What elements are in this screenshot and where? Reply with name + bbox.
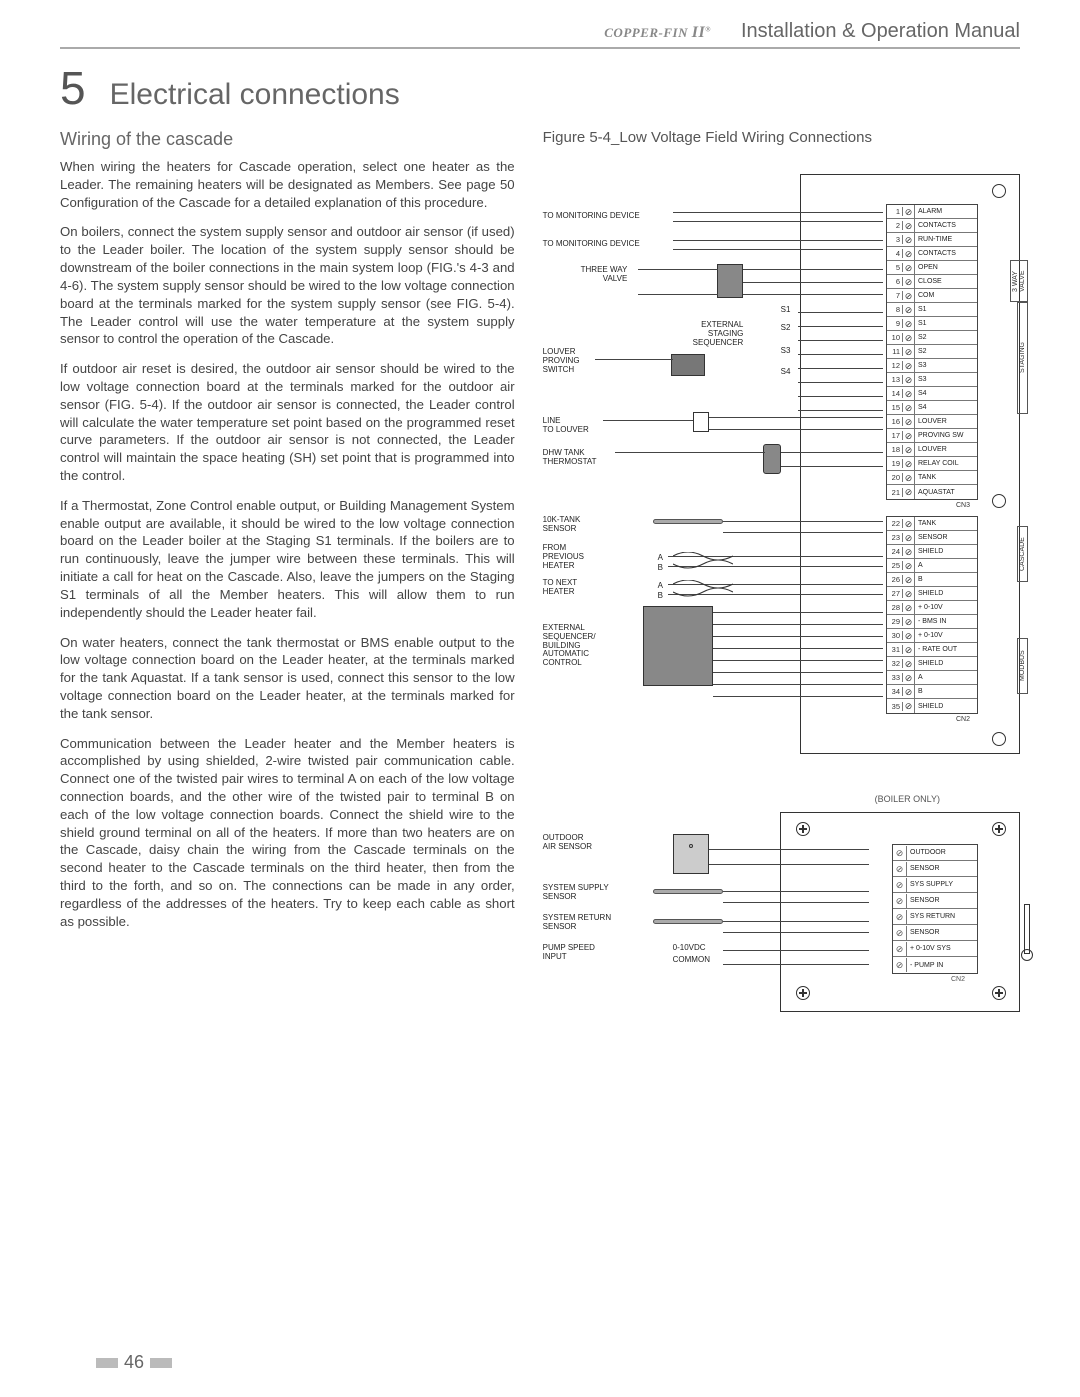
terminal-row: 29⊘- BMS IN [887,615,977,629]
boiler-only-label: (BOILER ONLY) [875,794,940,804]
terminal-group-label: STAGING [1017,302,1028,414]
diagram-label: FROMPREVIOUSHEATER [543,544,584,570]
terminal-row: ⊘SENSOR [893,861,977,877]
terminal-row: 16⊘LOUVER [887,415,977,429]
diagram-label: EXTERNALSTAGINGSEQUENCER [693,321,744,347]
diagram-label: SYSTEM RETURNSENSOR [543,914,611,932]
diagram-label: LINETO LOUVER [543,417,589,435]
diagram-label: LOUVERPROVINGSWITCH [543,348,580,374]
terminal-row: ⊘SYS SUPPLY [893,877,977,893]
terminal-row: 11⊘S2 [887,345,977,359]
cn3-label: CN3 [956,502,970,509]
terminal-row: 35⊘SHIELD [887,699,977,713]
diagram-label: SYSTEM SUPPLYSENSOR [543,884,609,902]
brand-suffix: II [692,24,705,41]
terminal-group-label: MODBUS [1017,638,1028,694]
diagram-label: OUTDOORAIR SENSOR [543,834,592,852]
terminal-row: 26⊘B [887,573,977,587]
terminal-row: ⊘SENSOR [893,893,977,909]
terminal-row: 30⊘+ 0-10V [887,629,977,643]
body-paragraph: When wiring the heaters for Cascade oper… [60,158,515,211]
terminal-group-label: 3 WAY VALVE [1010,260,1028,302]
diagram-label: EXTERNALSEQUENCER/BUILDINGAUTOMATICCONTR… [543,624,596,668]
chapter-title: Electrical connections [110,78,400,112]
diagram-label: 0-10VDC [673,944,706,953]
page-number: 46 [90,1352,178,1373]
body-paragraph: Communication between the Leader heater … [60,735,515,931]
subheading: Wiring of the cascade [60,129,515,150]
terminal-row: 27⊘SHIELD [887,587,977,601]
diagram-label: B [658,592,663,601]
manual-title: Installation & Operation Manual [741,20,1020,43]
terminal-row: ⊘SYS RETURN [893,909,977,925]
body-paragraph: If outdoor air reset is desired, the out… [60,360,515,485]
brand-prefix: COPPER-FIN [604,25,688,40]
wiring-diagram-lower: (BOILER ONLY) ⊘OUTDOOR⊘SENSOR⊘SYS SUPPLY… [543,794,1020,1034]
diagram-label: S2 [781,324,791,333]
diagram-label: TO NEXTHEATER [543,579,578,597]
diagram-label: S4 [781,368,791,377]
diagram-label: A [658,582,663,591]
body-paragraph: On water heaters, connect the tank therm… [60,634,515,723]
figure-caption: Figure 5-4_Low Voltage Field Wiring Conn… [543,129,1020,146]
terminal-row: 15⊘S4 [887,401,977,415]
terminal-row: 23⊘SENSOR [887,531,977,545]
terminal-row: 7⊘COM [887,289,977,303]
terminal-row: 21⊘AQUASTAT [887,485,977,499]
chapter-heading: 5 Electrical connections [60,61,1020,115]
terminal-row: 14⊘S4 [887,387,977,401]
terminal-row: 3⊘RUN-TIME [887,233,977,247]
diagram-label: PUMP SPEEDINPUT [543,944,595,962]
terminal-row: ⊘OUTDOOR [893,845,977,861]
diagram-label: A [658,554,663,563]
diagram-label: COMMON [673,956,710,965]
terminal-row: 22⊘TANK [887,517,977,531]
terminal-row: 12⊘S3 [887,359,977,373]
body-paragraph: On boilers, connect the system supply se… [60,223,515,348]
terminal-row: 18⊘LOUVER [887,443,977,457]
terminal-row: 31⊘- RATE OUT [887,643,977,657]
terminal-row: 1⊘ALARM [887,205,977,219]
left-column: Wiring of the cascade When wiring the he… [60,129,515,1034]
terminal-row: 13⊘S3 [887,373,977,387]
terminal-row: 24⊘SHIELD [887,545,977,559]
diagram-label: B [658,564,663,573]
terminal-group-label: CASCADE [1017,526,1028,582]
right-column: Figure 5-4_Low Voltage Field Wiring Conn… [543,129,1020,1034]
terminal-row: 5⊘OPEN [887,261,977,275]
terminal-row: 4⊘CONTACTS [887,247,977,261]
diagram-label: S3 [781,347,791,356]
diagram-label: TO MONITORING DEVICE [543,212,640,221]
chapter-number: 5 [60,61,86,115]
brand: COPPER-FIN II® [604,24,711,42]
terminal-row: 19⊘RELAY COIL [887,457,977,471]
diagram-label: 10K-TANKSENSOR [543,516,581,534]
terminal-row: 32⊘SHIELD [887,657,977,671]
terminal-row: 2⊘CONTACTS [887,219,977,233]
terminal-row: 9⊘S1 [887,317,977,331]
header-bar: COPPER-FIN II® Installation & Operation … [60,20,1020,49]
wiring-diagram-upper: 1⊘ALARM2⊘CONTACTS3⊘RUN-TIME4⊘CONTACTS5⊘O… [543,154,1020,764]
terminal-row: ⊘SENSOR [893,925,977,941]
cn2-lower-label: CN2 [951,976,965,983]
terminal-row: 10⊘S2 [887,331,977,345]
terminal-row: 34⊘B [887,685,977,699]
terminal-row: 8⊘S1 [887,303,977,317]
terminal-row: ⊘+ 0-10V SYS [893,941,977,957]
terminal-row: 28⊘+ 0-10V [887,601,977,615]
diagram-label: S1 [781,306,791,315]
terminal-row: ⊘- PUMP IN [893,957,977,973]
terminal-row: 17⊘PROVING SW [887,429,977,443]
diagram-label: THREE WAYVALVE [581,266,628,284]
cn2-label: CN2 [956,716,970,723]
brand-reg: ® [705,26,711,34]
terminal-row: 25⊘A [887,559,977,573]
terminal-row: 6⊘CLOSE [887,275,977,289]
diagram-label: TO MONITORING DEVICE [543,240,640,249]
diagram-label: DHW TANKTHERMOSTAT [543,449,597,467]
terminal-row: 20⊘TANK [887,471,977,485]
body-paragraph: If a Thermostat, Zone Control enable out… [60,497,515,622]
terminal-row: 33⊘A [887,671,977,685]
